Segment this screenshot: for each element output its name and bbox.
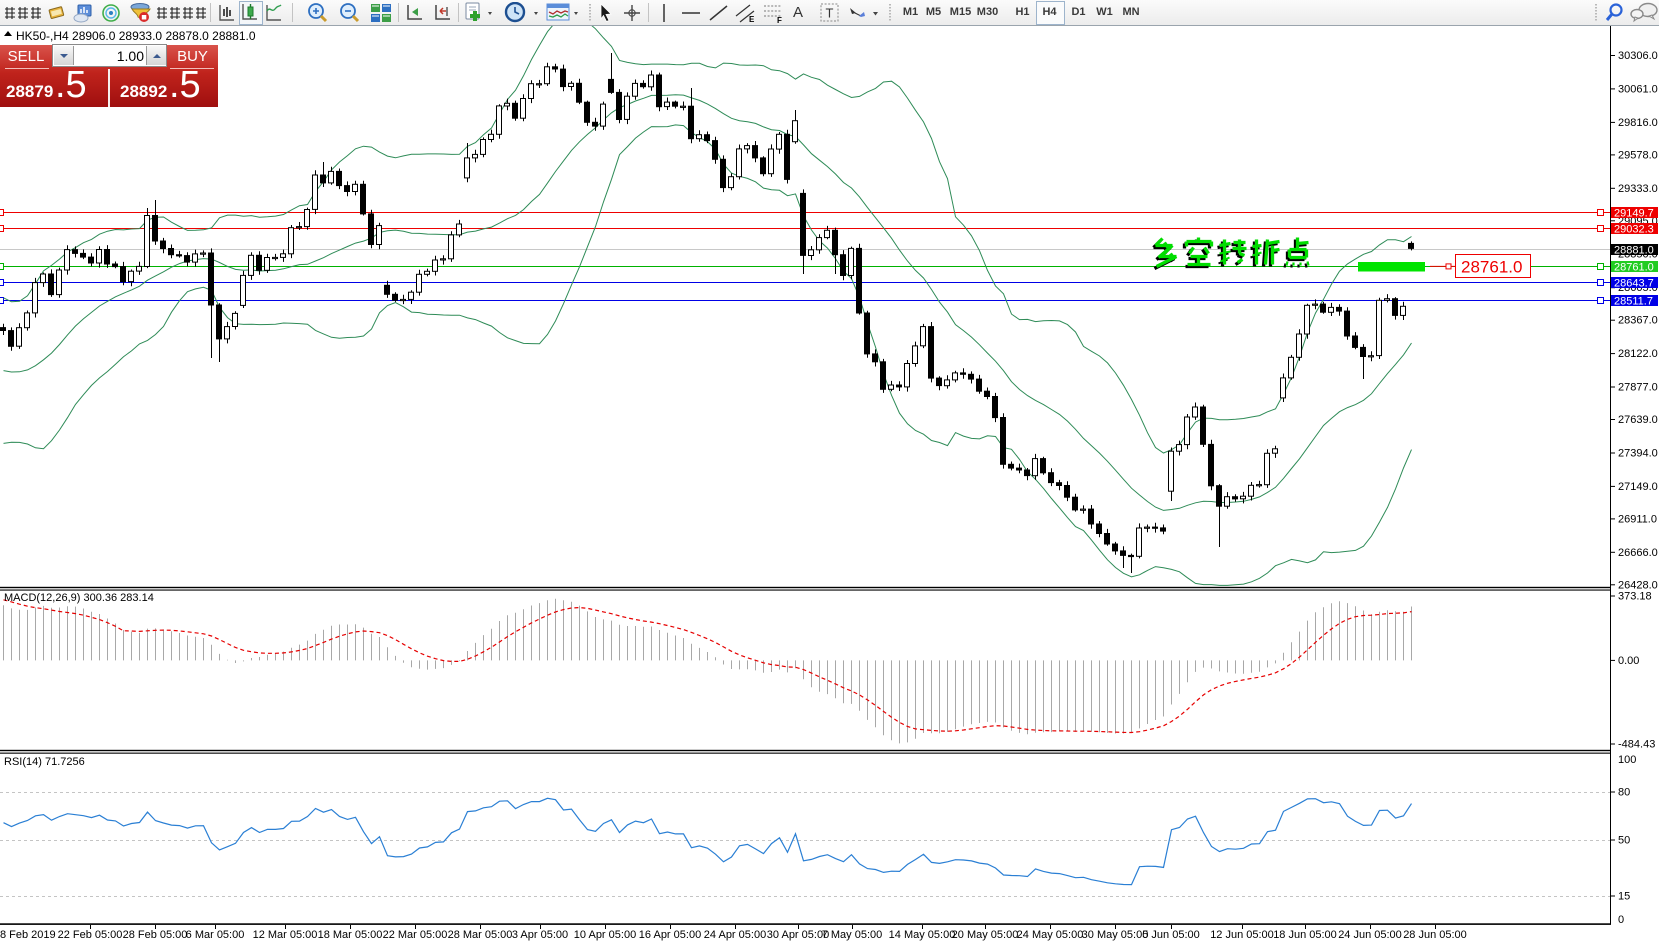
svg-text:100: 100 — [1618, 754, 1636, 766]
svg-text:RSI(14) 71.7256: RSI(14) 71.7256 — [4, 756, 85, 768]
svg-text:29333.0: 29333.0 — [1618, 183, 1658, 195]
svg-text:26911.0: 26911.0 — [1618, 513, 1657, 525]
svg-text:-484.43: -484.43 — [1618, 739, 1655, 751]
svg-text:28881.0: 28881.0 — [1614, 244, 1654, 256]
svg-text:12 Mar 05:00: 12 Mar 05:00 — [253, 929, 318, 941]
svg-text:14 May 05:00: 14 May 05:00 — [889, 929, 956, 941]
svg-text:HK50-,H4 28906.0 28933.0 2887: HK50-,H4 28906.0 28933.0 28878.0 28881.0 — [16, 29, 256, 43]
svg-text:50: 50 — [1618, 835, 1630, 847]
svg-text:30 Apr 05:00: 30 Apr 05:00 — [767, 929, 829, 941]
svg-text:18 Jun 05:00: 18 Jun 05:00 — [1273, 929, 1337, 941]
svg-text:28643.7: 28643.7 — [1614, 277, 1654, 289]
svg-text:12 Jun 05:00: 12 Jun 05:00 — [1210, 929, 1274, 941]
svg-text:27639.0: 27639.0 — [1618, 414, 1658, 426]
svg-text:5 Jun 05:00: 5 Jun 05:00 — [1142, 929, 1200, 941]
svg-text:29149.7: 29149.7 — [1614, 207, 1654, 219]
svg-text:6 Mar 05:00: 6 Mar 05:00 — [186, 929, 245, 941]
svg-text:T: T — [826, 6, 834, 21]
svg-text:0.00: 0.00 — [1618, 655, 1639, 667]
svg-text:22 Mar 05:00: 22 Mar 05:00 — [383, 929, 448, 941]
svg-text:80: 80 — [1618, 787, 1630, 799]
svg-text:26666.0: 26666.0 — [1618, 547, 1658, 559]
svg-text:15: 15 — [1618, 891, 1630, 903]
svg-text:29816.0: 29816.0 — [1618, 117, 1658, 129]
svg-text:10 Apr 05:00: 10 Apr 05:00 — [574, 929, 636, 941]
svg-text:28122.0: 28122.0 — [1618, 348, 1658, 360]
svg-text:27149.0: 27149.0 — [1618, 481, 1658, 493]
svg-text:0: 0 — [1618, 914, 1624, 926]
svg-text:27877.0: 27877.0 — [1618, 382, 1658, 394]
svg-text:28511.7: 28511.7 — [1614, 295, 1653, 307]
svg-text:30306.0: 30306.0 — [1618, 50, 1658, 62]
svg-text:28 Feb 05:00: 28 Feb 05:00 — [123, 929, 188, 941]
svg-text:373.18: 373.18 — [1618, 591, 1652, 603]
svg-text:18 Mar 05:00: 18 Mar 05:00 — [318, 929, 383, 941]
svg-text:28761.0: 28761.0 — [1461, 258, 1522, 277]
svg-text:8 Feb 2019: 8 Feb 2019 — [0, 929, 56, 941]
svg-text:27394.0: 27394.0 — [1618, 448, 1658, 460]
svg-text:MACD(12,26,9) 300.36 283.14: MACD(12,26,9) 300.36 283.14 — [4, 592, 154, 604]
svg-text:20 May 05:00: 20 May 05:00 — [952, 929, 1019, 941]
svg-text:30061.0: 30061.0 — [1618, 83, 1658, 95]
svg-text:7 May 05:00: 7 May 05:00 — [822, 929, 883, 941]
svg-text:29578.0: 29578.0 — [1618, 149, 1658, 161]
svg-text:29032.3: 29032.3 — [1614, 223, 1654, 235]
svg-text:16 Apr 05:00: 16 Apr 05:00 — [639, 929, 701, 941]
svg-text:24 May 05:00: 24 May 05:00 — [1017, 929, 1084, 941]
svg-text:E: E — [749, 15, 755, 24]
svg-text:F: F — [777, 16, 782, 24]
svg-text:24 Jun 05:00: 24 Jun 05:00 — [1338, 929, 1402, 941]
svg-text:28761.0: 28761.0 — [1614, 261, 1654, 273]
svg-text:3 Apr 05:00: 3 Apr 05:00 — [512, 929, 568, 941]
svg-text:26428.0: 26428.0 — [1618, 579, 1658, 591]
svg-text:22 Feb 05:00: 22 Feb 05:00 — [58, 929, 123, 941]
svg-text:28367.0: 28367.0 — [1618, 315, 1658, 327]
svg-text:24 Apr 05:00: 24 Apr 05:00 — [704, 929, 766, 941]
svg-text:28 Mar 05:00: 28 Mar 05:00 — [448, 929, 513, 941]
svg-text:30 May 05:00: 30 May 05:00 — [1082, 929, 1149, 941]
svg-text:28 Jun 05:00: 28 Jun 05:00 — [1403, 929, 1467, 941]
